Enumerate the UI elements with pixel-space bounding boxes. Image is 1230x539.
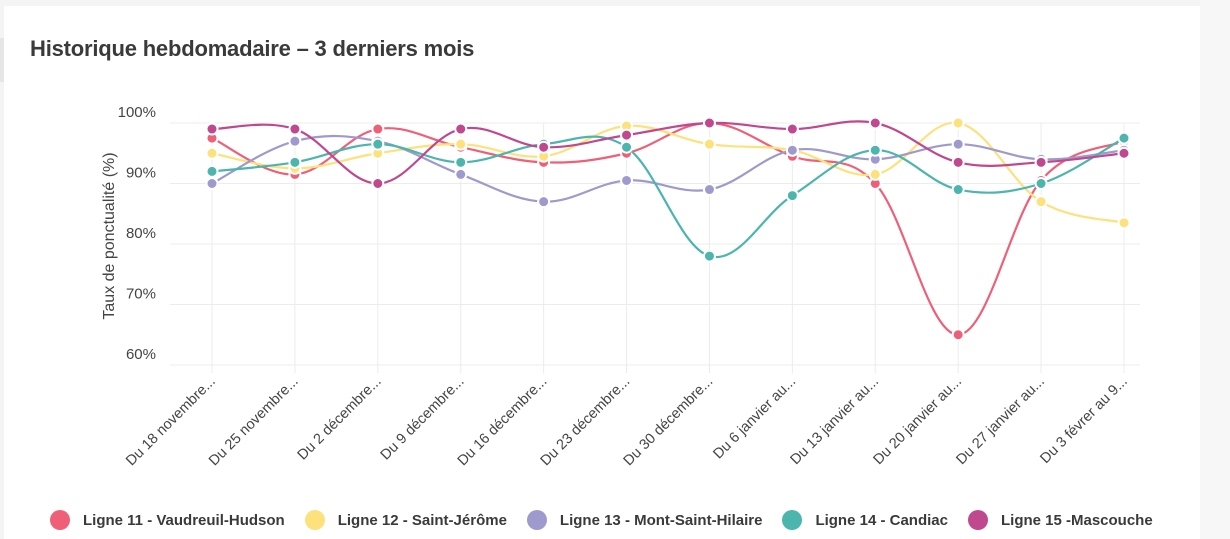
legend-item[interactable]: Ligne 12 - Saint-Jérôme [304,510,507,530]
y-axis-label: Taux de ponctualité (%) [101,152,118,319]
y-tick-label: 70% [126,286,156,303]
data-point[interactable] [951,183,965,197]
grid-layer [170,122,1140,373]
data-point[interactable] [205,164,219,178]
legend-label: Ligne 11 - Vaudreuil-Hudson [83,511,285,529]
series-1 [205,116,1131,342]
x-tick-label: Du 25 novembre... [206,374,302,470]
data-point[interactable] [785,122,799,136]
data-point[interactable] [454,155,468,169]
data-point[interactable] [785,189,799,203]
data-point[interactable] [371,137,385,151]
data-point[interactable] [868,167,882,181]
x-tick-label: Du 30 décembre... [621,374,717,470]
data-point[interactable] [951,155,965,169]
data-point[interactable] [702,249,716,263]
series-line [211,121,1125,336]
data-point[interactable] [1034,155,1048,169]
legend-label: Ligne 15 -Mascouche [1000,511,1153,529]
data-point[interactable] [288,134,302,148]
line-chart: 60% 70% 80% 90% 100% Du 18 novembre...Du 25 … [101,104,1140,470]
data-point[interactable] [1117,216,1131,230]
legend-swatch [526,510,547,530]
series-5 [205,116,1131,190]
y-tick-label: 90% [126,165,156,182]
data-point[interactable] [288,155,302,169]
data-point[interactable] [868,143,882,157]
data-point[interactable] [620,128,634,142]
x-tick-label: Du 6 janvier au... [710,374,799,463]
legend-item[interactable]: Ligne 11 - Vaudreuil-Hudson [50,510,285,530]
y-tick-label: 100% [118,104,156,121]
series-4 [205,131,1131,263]
data-point[interactable] [205,177,219,190]
legend-label: Ligne 13 - Mont-Saint-Hilaire [559,511,763,529]
series-line [211,120,1125,185]
x-tick-label: Du 9 décembre... [378,374,468,464]
data-point[interactable] [454,167,468,181]
legend-label: Ligne 14 - Candiac [815,511,948,529]
x-tick-label: Du 3 févrer au 9... [1037,374,1130,467]
legend-item[interactable]: Ligne 13 - Mont-Saint-Hilaire [526,510,763,530]
data-point[interactable] [951,137,965,151]
data-point[interactable] [205,122,219,136]
x-tick-label: Du 18 novembre... [123,374,219,470]
data-point[interactable] [951,116,965,130]
series-line [211,134,1125,203]
data-point[interactable] [288,122,302,136]
x-axis-ticks: Du 18 novembre...Du 25 novembre...Du 2 d… [123,374,1131,470]
data-point[interactable] [951,328,965,342]
data-point[interactable] [620,173,634,187]
legend-swatch [50,510,70,530]
x-tick-label: Du 27 janvier au... [953,374,1048,469]
data-point[interactable] [454,137,468,151]
legend: Ligne 11 - Vaudreuil-Hudson Ligne 12 - Sa… [50,508,1173,532]
y-tick-label: 80% [126,225,156,242]
x-tick-label: Du 13 janvier au... [788,374,883,469]
data-point[interactable] [785,143,799,157]
data-point[interactable] [1034,195,1048,209]
legend-item[interactable]: Ligne 15 -Mascouche [967,510,1153,530]
data-point[interactable] [702,116,716,130]
legend-swatch [967,510,988,530]
x-tick-label: Du 16 décembre... [455,374,551,470]
data-point[interactable] [1034,177,1048,190]
data-point[interactable] [371,122,385,136]
data-point[interactable] [868,116,882,130]
data-point[interactable] [537,140,551,154]
legend-item[interactable]: Ligne 14 - Candiac [782,510,948,530]
data-point[interactable] [205,146,219,160]
data-point[interactable] [537,195,551,209]
chart-title: Historique hebdomadaire – 3 derniers moi… [30,36,475,61]
data-point[interactable] [371,177,385,190]
y-tick-label: 60% [126,346,156,363]
left-edge-strip [0,38,4,82]
x-tick-label: Du 23 décembre... [538,374,634,470]
data-point[interactable] [702,137,716,151]
legend-swatch [782,510,803,530]
right-edge-strip [1200,0,1230,539]
y-axis-ticks: 60% 70% 80% 90% 100% [118,104,156,363]
x-tick-label: Du 20 janvier au... [870,374,965,469]
chart-card [4,6,1200,539]
series-layer [205,116,1131,342]
data-point[interactable] [1117,146,1131,160]
legend-swatch [304,510,325,530]
series-line [211,135,1125,259]
data-point[interactable] [454,122,468,136]
data-point[interactable] [702,183,716,197]
x-tick-label: Du 2 décembre... [295,374,385,464]
legend-label: Ligne 12 - Saint-Jérôme [337,511,507,529]
data-point[interactable] [1117,131,1131,145]
data-point[interactable] [620,140,634,154]
